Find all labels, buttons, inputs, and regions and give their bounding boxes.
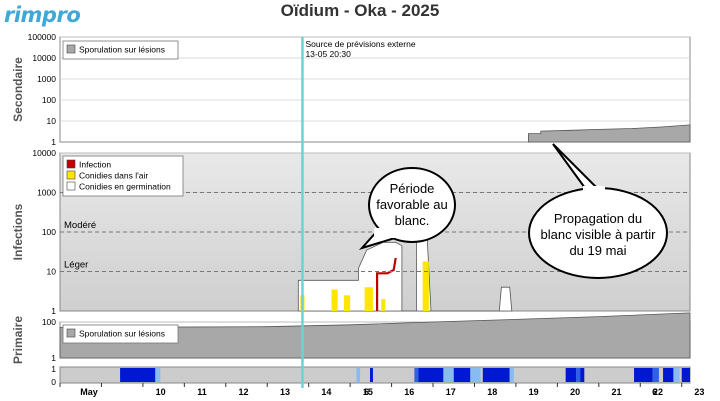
callout-tail-mask (374, 228, 398, 238)
ytick-label-wetness: 1 (51, 364, 56, 374)
wetness-segment (443, 368, 454, 382)
ytick-label-infections: 1000 (37, 188, 56, 198)
xtick-label: 19 (529, 387, 539, 397)
xtick-label: 11 (197, 387, 207, 397)
wetness-segment (453, 368, 471, 382)
legend-secondaire-entry: Sporulation sur lésions (79, 45, 165, 55)
wetness-segment (509, 368, 514, 382)
wetness-segment (356, 368, 361, 382)
series-line-infection (376, 257, 397, 311)
ytick-label-secondaire: 1000 (37, 74, 56, 84)
callout-text: Période (390, 181, 435, 196)
wetness-segment (418, 368, 444, 382)
wetness-segment (634, 368, 653, 382)
wetness-segment (681, 368, 690, 382)
callout-text: Propagation du (554, 211, 642, 226)
legend-primaire-swatch (66, 328, 76, 338)
level-label: Léger (64, 260, 88, 271)
ytick-label-infections: 10000 (32, 148, 56, 158)
series-bar-conidies-dans-l-air (422, 261, 429, 311)
forecast-time-label: 13-05 20:30 (305, 49, 351, 59)
callout-bubble (368, 167, 456, 243)
callout-text: blanc. (395, 213, 430, 228)
xtick-label: 12 (239, 387, 249, 397)
level-label: Modéré (64, 220, 96, 231)
series-bar-conidies-dans-l-air (381, 299, 386, 311)
xtick-label: 22 (653, 387, 663, 397)
wetness-segment (576, 368, 581, 382)
xtick-label: 15 (363, 387, 373, 397)
wetness-segment (155, 368, 161, 382)
callout-text: blanc visible à partir (541, 227, 657, 242)
ytick-label-wetness: 0 (51, 377, 56, 387)
wetness-segment (663, 368, 674, 382)
legend-infections-swatch (66, 181, 76, 191)
legend-infections-entry: Infection (79, 160, 111, 170)
callout-text: favorable au (376, 197, 448, 212)
callout-tail-mask (583, 186, 605, 196)
rimpro-logo: rimpro (4, 3, 81, 27)
legend-infections-swatch (66, 170, 76, 180)
ylabel-primaire: Primaire (11, 316, 25, 364)
wetness-segment (580, 368, 585, 382)
series-area-sporulation-sur-l-sions-secondaire (528, 124, 691, 143)
wetness-segment (673, 368, 680, 382)
ytick-label-infections: 1 (51, 306, 56, 316)
callout-text: du 19 mai (569, 243, 626, 258)
ylabel-infections: Infections (11, 203, 25, 260)
xaxis-month-label: May (80, 387, 98, 397)
xtick-label: 17 (446, 387, 456, 397)
wetness-segment (120, 368, 156, 382)
chart-title: Oïdium - Oka - 2025 (280, 1, 440, 20)
xtick-label: 13 (280, 387, 290, 397)
xtick-label: 16 (404, 387, 414, 397)
wetness-segment (470, 368, 481, 382)
wetness-segment (414, 368, 419, 382)
xtick-label: 10 (156, 387, 166, 397)
series-bar-conidies-dans-l-air (343, 295, 351, 311)
legend-secondaire-swatch (66, 44, 76, 54)
wetness-segment (370, 368, 373, 382)
ytick-label-secondaire: 100 (42, 95, 56, 105)
ytick-label-secondaire: 10 (47, 116, 57, 126)
legend-primaire-entry: Sporulation sur lésions (79, 329, 165, 339)
ytick-label-infections: 10 (47, 267, 57, 277)
wetness-segment (565, 368, 577, 382)
forecast-label: Source de prévisions externe (305, 39, 415, 49)
xtick-label: 23 (694, 387, 704, 397)
ytick-label-secondaire: 10000 (32, 53, 56, 63)
ytick-label-secondaire: 100000 (28, 32, 57, 42)
legend-infections-swatch (66, 159, 76, 169)
xtick-label: 20 (570, 387, 580, 397)
legend-primaire-box (62, 324, 179, 344)
ytick-label-infections: 100 (42, 227, 56, 237)
wetness-segment (482, 368, 510, 382)
xtick-label: 14 (321, 387, 331, 397)
ylabel-secondaire: Secondaire (11, 57, 25, 122)
xtick-label: 6 (364, 387, 369, 397)
ytick-label-primaire: 100 (42, 317, 56, 327)
ytick-label-primaire: 1 (51, 353, 56, 363)
legend-infections-entry: Conidies dans l'air (79, 171, 148, 181)
xtick-label: 18 (487, 387, 497, 397)
legend-infections-box (62, 155, 184, 197)
wetness-segment (652, 368, 659, 382)
xtick-label: 21 (612, 387, 622, 397)
series-bar-conidies-dans-l-air (364, 287, 373, 311)
legend-infections-entry: Conidies en germination (79, 182, 171, 192)
ytick-label-secondaire: 1 (51, 137, 56, 147)
series-area-conidies-en-germination-infections (297, 228, 513, 312)
series-bar-conidies-dans-l-air (331, 289, 338, 311)
xtick-label: 6 (652, 387, 657, 397)
legend-secondaire-box (62, 40, 179, 60)
